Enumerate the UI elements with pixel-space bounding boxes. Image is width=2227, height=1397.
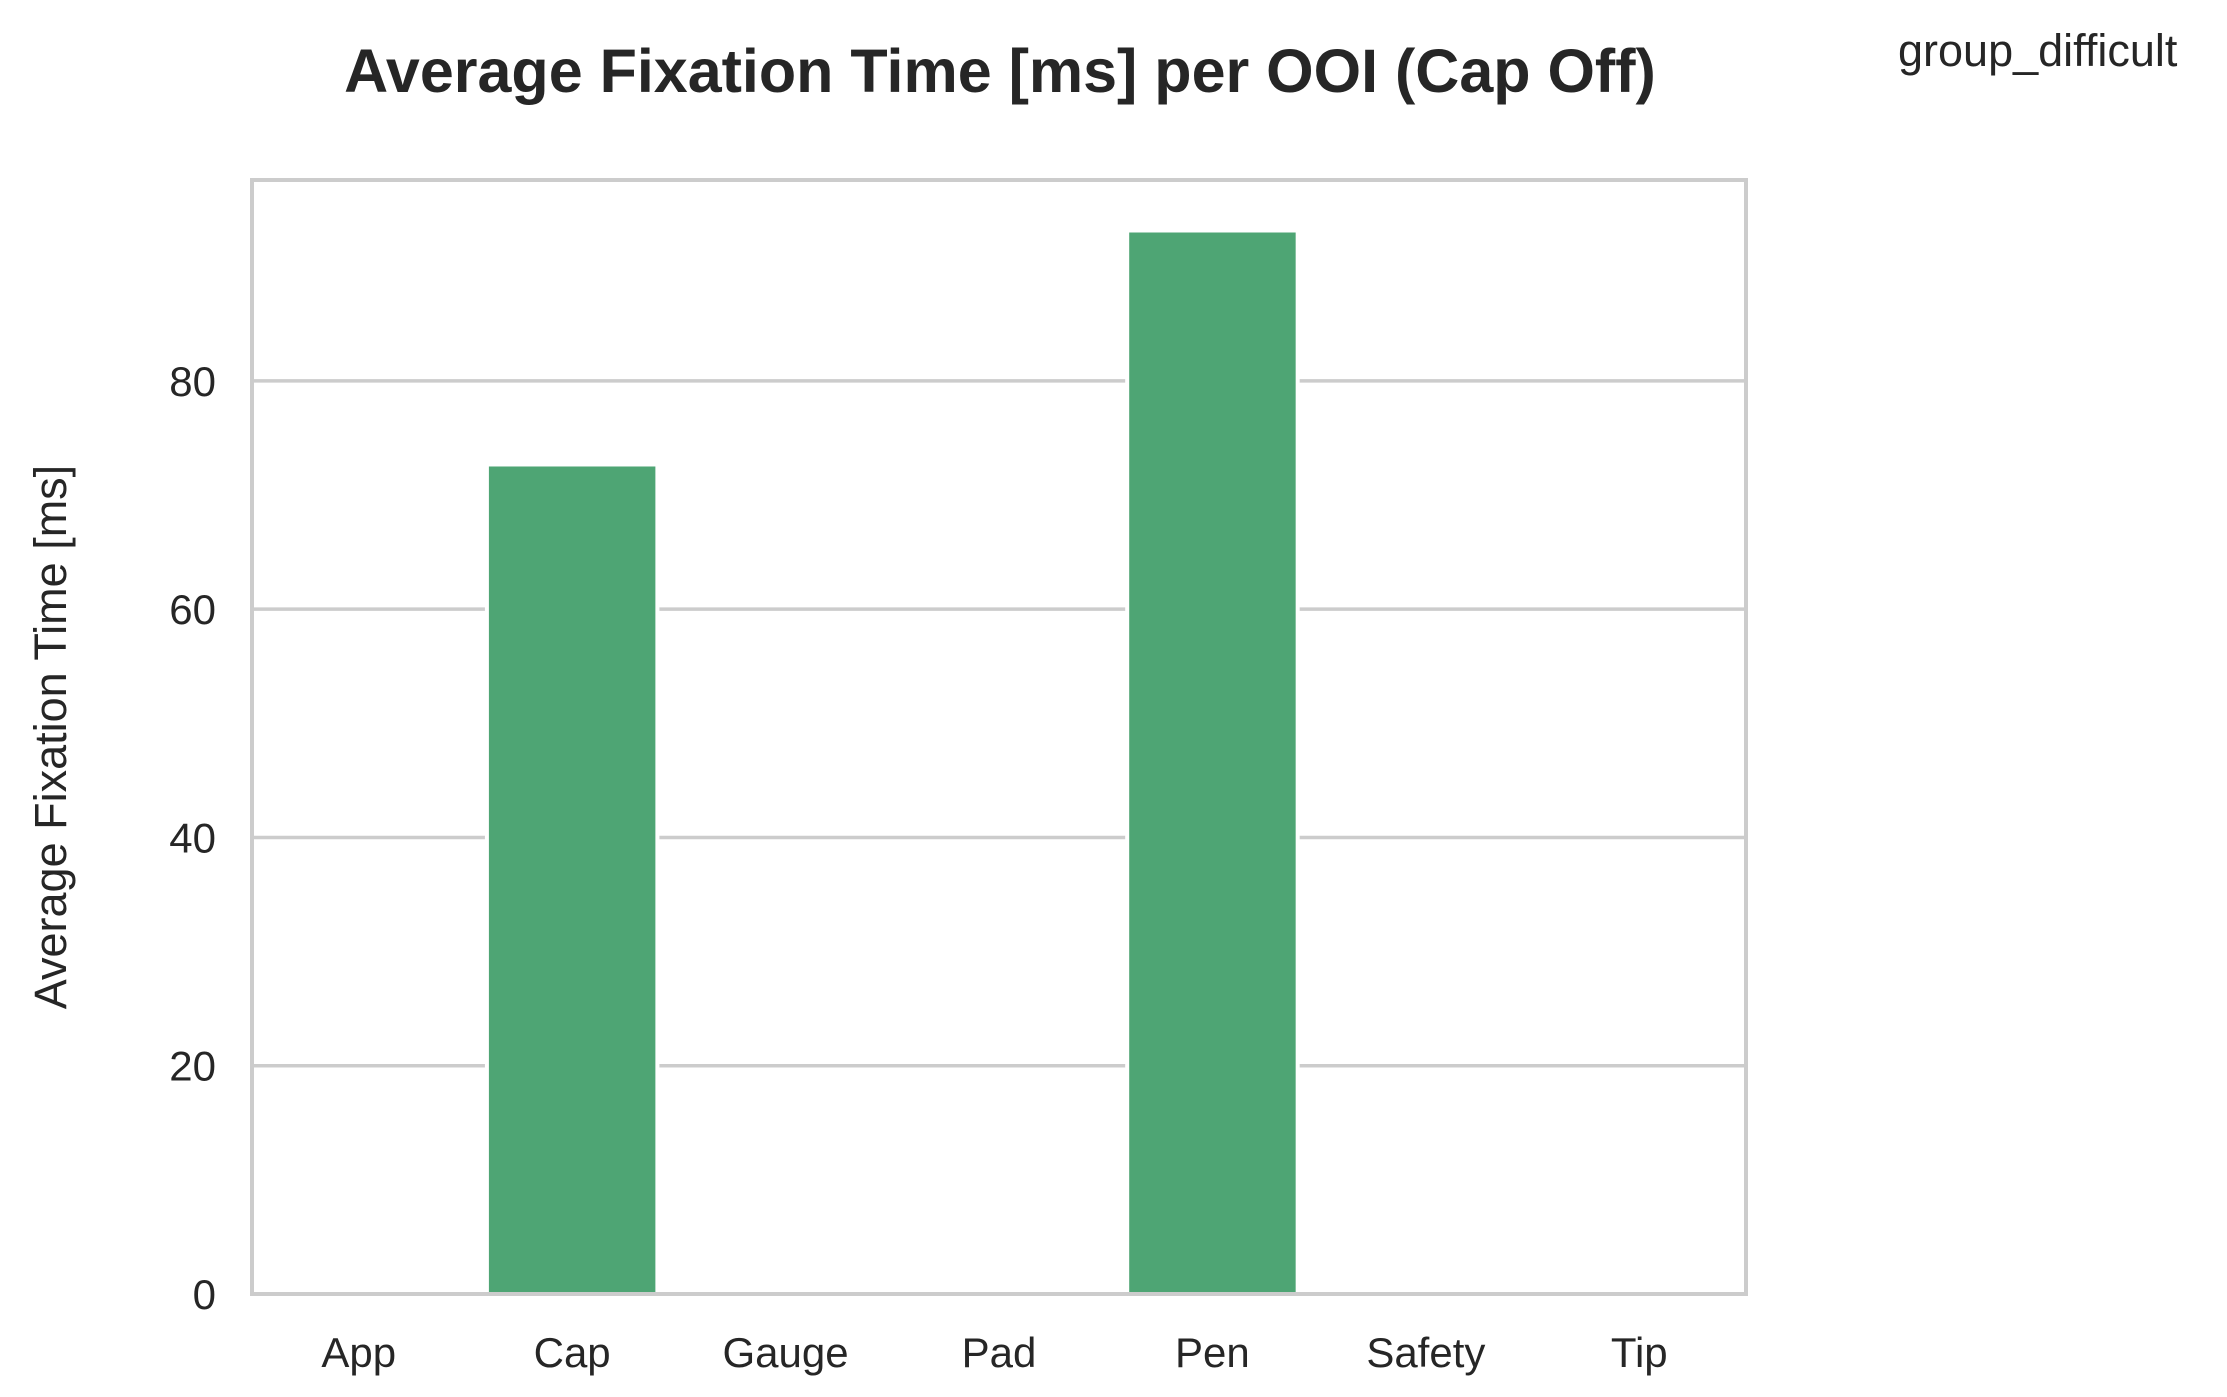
- y-tick-labels: 0 20 40 60 80: [169, 358, 216, 1318]
- y-tick-label: 80: [169, 358, 216, 405]
- gridlines: [252, 379, 1746, 1068]
- x-tick-label: Gauge: [723, 1329, 849, 1376]
- x-tick-label: App: [321, 1329, 396, 1376]
- x-tick-label: Cap: [534, 1329, 611, 1376]
- x-tick-label: Tip: [1611, 1329, 1668, 1376]
- y-tick-label: 0: [193, 1271, 216, 1318]
- x-tick-label: Safety: [1366, 1329, 1485, 1376]
- x-tick-labels: App Cap Gauge Pad Pen Safety Tip: [321, 1329, 1667, 1376]
- plot-frame: [250, 178, 1748, 1296]
- chart-title: Average Fixation Time [ms] per OOI (Cap …: [344, 37, 1656, 105]
- legend-label: group_difficult: [1898, 25, 2178, 76]
- bars: [484, 232, 1300, 1294]
- y-tick-label: 60: [169, 586, 216, 633]
- bar-pen: [1129, 232, 1296, 1294]
- y-tick-label: 20: [169, 1043, 216, 1090]
- x-tick-label: Pad: [962, 1329, 1037, 1376]
- y-tick-label: 40: [169, 814, 216, 861]
- x-tick-label: Pen: [1175, 1329, 1250, 1376]
- y-axis-label: Average Fixation Time [ms]: [25, 465, 76, 1009]
- bar-cap: [488, 466, 656, 1294]
